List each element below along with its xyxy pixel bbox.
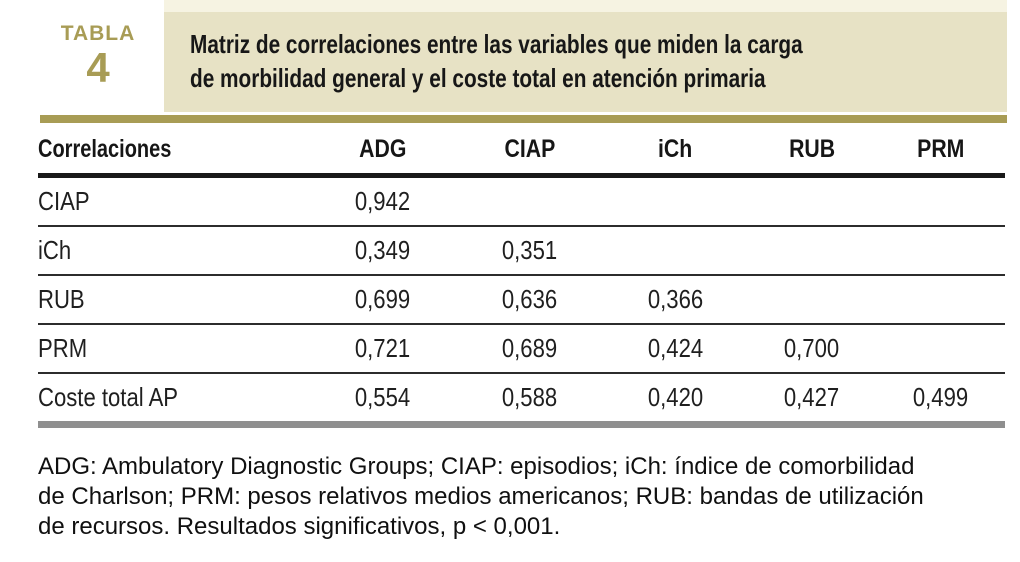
- footnote-line: de Charlson; PRM: pesos relativos medios…: [38, 483, 924, 510]
- cell-value: [877, 333, 1005, 364]
- cell-value: 0,588: [501, 382, 558, 412]
- header-correlaciones: Correlaciones: [38, 134, 172, 163]
- badge-label: TABLA: [60, 22, 136, 45]
- row-label: RUB: [38, 284, 85, 314]
- header-col-adg: ADG: [358, 134, 407, 163]
- cell-value: 0,942: [354, 186, 411, 216]
- table-title-line-2: de morbilidad general y el coste total e…: [190, 61, 1007, 95]
- table-number-badge: TABLA 4: [52, 22, 144, 90]
- cell-value: [877, 235, 1005, 266]
- table-row: Coste total AP 0,554 0,588 0,420 0,427 0…: [38, 374, 1005, 421]
- footnote-line: ADG: Ambulatory Diagnostic Groups; CIAP:…: [38, 453, 915, 480]
- cell-value: [747, 284, 877, 315]
- correlation-table: Correlaciones ADG CIAP iCh RUB PRM CIAP …: [38, 125, 1005, 428]
- olive-divider-bar: [40, 115, 1007, 123]
- header-col-ich: iCh: [658, 134, 693, 163]
- table-title-line-1: Matriz de correlaciones entre las variab…: [190, 27, 1007, 61]
- cell-value: 0,689: [501, 333, 558, 363]
- table-title-text-1: Matriz de correlaciones entre las variab…: [190, 29, 803, 59]
- cell-value: 0,427: [784, 382, 840, 412]
- cell-value: [604, 235, 747, 266]
- cell-value: [747, 186, 877, 217]
- header-col-rub: RUB: [788, 134, 836, 163]
- table-bottom-bar: [38, 421, 1005, 428]
- cell-value: 0,699: [354, 284, 411, 314]
- cell-value: [877, 284, 1005, 315]
- header-col-prm: PRM: [917, 134, 965, 163]
- header-col-ciap: CIAP: [504, 134, 555, 163]
- header-cream-strip: [164, 0, 1007, 12]
- table-footnote: ADG: Ambulatory Diagnostic Groups; CIAP:…: [38, 452, 998, 542]
- cell-value: 0,499: [913, 382, 969, 412]
- cell-value: 0,700: [784, 333, 840, 363]
- table-row: CIAP 0,942: [38, 178, 1005, 227]
- row-label: PRM: [38, 333, 88, 363]
- footnote-line: de recursos. Resultados significativos, …: [38, 513, 561, 540]
- cell-value: [877, 186, 1005, 217]
- badge-number: 4: [86, 44, 110, 91]
- table-title-box: Matriz de correlaciones entre las variab…: [164, 12, 1007, 112]
- cell-value: 0,554: [354, 382, 411, 412]
- cell-value: 0,420: [647, 382, 704, 412]
- table-row: RUB 0,699 0,636 0,366: [38, 276, 1005, 325]
- cell-value: [455, 186, 604, 217]
- cell-value: [604, 186, 747, 217]
- row-label: Coste total AP: [38, 382, 179, 412]
- cell-value: [747, 235, 877, 266]
- cell-value: 0,424: [647, 333, 704, 363]
- row-label: CIAP: [38, 186, 90, 216]
- table-title-text-2: de morbilidad general y el coste total e…: [190, 63, 766, 93]
- cell-value: 0,366: [647, 284, 704, 314]
- cell-value: 0,721: [354, 333, 411, 363]
- row-label: iCh: [38, 235, 72, 265]
- table-row: iCh 0,349 0,351: [38, 227, 1005, 276]
- cell-value: 0,351: [501, 235, 558, 265]
- table-row: PRM 0,721 0,689 0,424 0,700: [38, 325, 1005, 374]
- table-header-row: Correlaciones ADG CIAP iCh RUB PRM: [38, 125, 1005, 178]
- cell-value: 0,636: [501, 284, 558, 314]
- cell-value: 0,349: [354, 235, 411, 265]
